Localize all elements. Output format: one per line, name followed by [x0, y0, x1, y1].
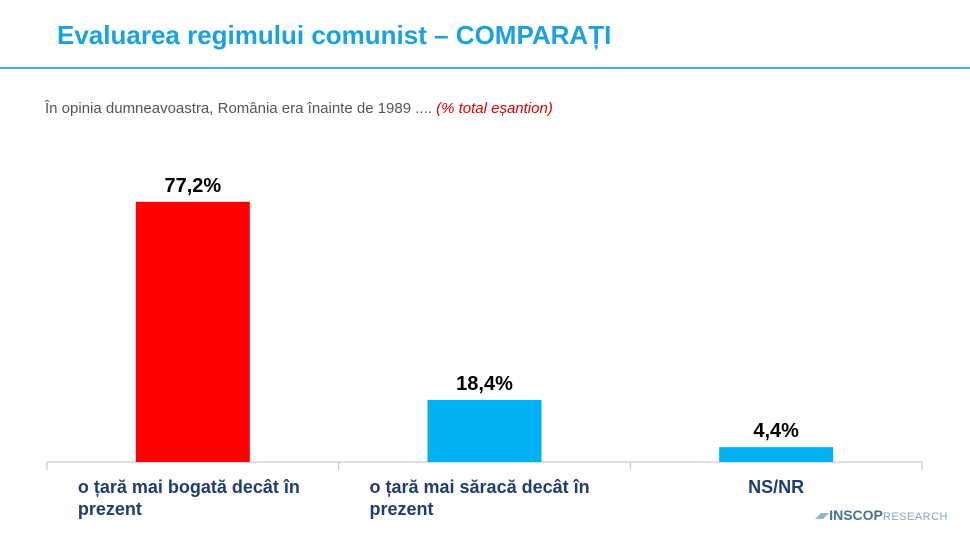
logo-brand: INSCOP — [829, 507, 883, 523]
logo-icon — [815, 513, 830, 520]
bar — [427, 399, 542, 462]
x-tick-label: NS/NR — [748, 477, 805, 497]
chart-title: Evaluarea regimului comunist – COMPARAȚI — [57, 20, 612, 50]
value-label: 77,2% — [164, 175, 221, 197]
value-label: 18,4% — [456, 373, 513, 395]
subtitle-note: (% total eșantion) — [436, 100, 553, 117]
bar — [719, 447, 834, 462]
x-tick-label: o țară mai săracă decât în prezent — [369, 477, 590, 519]
x-tick-label: o țară mai bogată decât în prezent — [77, 477, 300, 519]
title-rule — [0, 67, 970, 69]
bar — [135, 201, 250, 462]
subtitle: În opinia dumneavoastra, România era îna… — [45, 100, 553, 117]
logo-suffix: RESEARCH — [882, 511, 948, 523]
subtitle-text: În opinia dumneavoastra, România era îna… — [45, 100, 432, 117]
value-label: 4,4% — [753, 420, 799, 442]
logo: INSCOPRESEARCH — [815, 507, 948, 523]
